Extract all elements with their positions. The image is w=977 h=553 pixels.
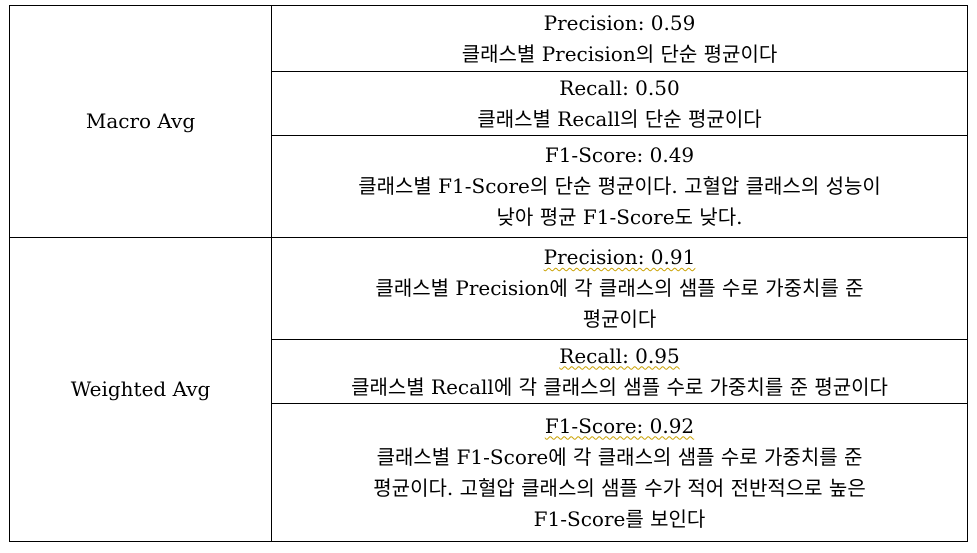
metric-cell-weighted-precision: Precision: 0.91 클래스별 Precision에 각 클래스의 샘… — [271, 237, 968, 340]
table-row: Weighted Avg Precision: 0.91 클래스별 Precis… — [9, 237, 968, 542]
metric-title: Precision: 0.91 — [543, 245, 696, 269]
row-header-macro-avg: Macro Avg — [9, 5, 272, 238]
metric-description: F1-Score를 보인다 — [533, 506, 706, 531]
metric-cell-macro-recall: Recall: 0.50 클래스별 Recall의 단순 평균이다 — [271, 71, 968, 136]
metric-title: F1-Score: 0.49 — [544, 143, 695, 167]
metric-description: 클래스별 Recall에 각 클래스의 샘플 수로 가중치를 준 평균이다 — [351, 374, 888, 399]
metric-description: 클래스별 F1-Score에 각 클래스의 샘플 수로 가중치를 준 — [376, 444, 863, 469]
metric-description: 클래스별 Precision에 각 클래스의 샘플 수로 가중치를 준 — [375, 276, 864, 300]
metric-cell-macro-precision: Precision: 0.59 클래스별 Precision의 단순 평균이다 — [271, 5, 968, 72]
metric-description: 평균이다 — [582, 307, 657, 331]
metric-description: 클래스별 Recall의 단순 평균이다 — [477, 106, 762, 131]
metric-title: Precision: 0.59 — [543, 10, 696, 35]
metric-description: 클래스별 F1-Score의 단순 평균이다. 고혈압 클래스의 성능이 — [358, 174, 881, 198]
metric-description: 클래스별 Precision의 단순 평균이다 — [461, 41, 778, 66]
table-row: Macro Avg Precision: 0.59 클래스별 Precision… — [9, 5, 968, 238]
table-row: F1-Score: 0.92 클래스별 F1-Score에 각 클래스의 샘플 … — [10, 403, 968, 542]
metric-title: Recall: 0.50 — [559, 75, 680, 100]
metric-cell-macro-f1: F1-Score: 0.49 클래스별 F1-Score의 단순 평균이다. 고… — [271, 135, 968, 238]
row-header-weighted-avg: Weighted Avg — [9, 237, 272, 542]
table-row: Recall: 0.50 클래스별 Recall의 단순 평균이다 — [10, 71, 968, 136]
metric-title: Recall: 0.95 — [559, 343, 680, 368]
metric-description: 낮아 평균 F1-Score도 낮다. — [496, 205, 743, 229]
metric-cell-weighted-f1: F1-Score: 0.92 클래스별 F1-Score에 각 클래스의 샘플 … — [271, 403, 968, 542]
metric-title: F1-Score: 0.92 — [544, 413, 695, 438]
metric-cell-weighted-recall: Recall: 0.95 클래스별 Recall에 각 클래스의 샘플 수로 가… — [271, 339, 968, 404]
metric-description: 평균이다. 고혈압 클래스의 샘플 수가 적어 전반적으로 높은 — [373, 475, 866, 500]
metrics-table: Macro Avg Precision: 0.59 클래스별 Precision… — [9, 5, 968, 542]
